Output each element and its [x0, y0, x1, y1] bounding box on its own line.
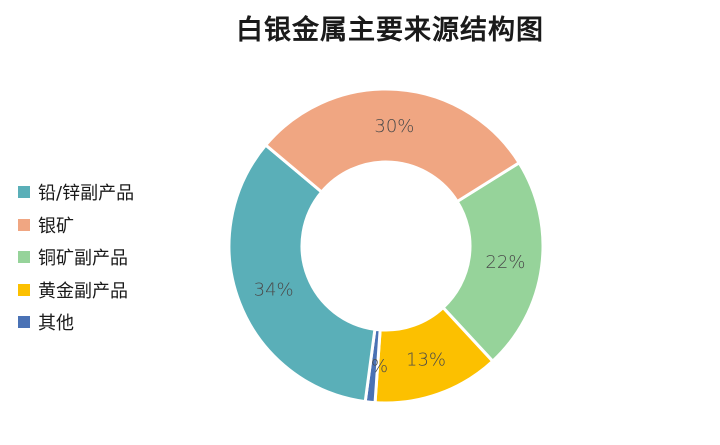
legend-swatch-icon [18, 251, 30, 264]
legend-label: 铜矿副产品 [38, 248, 128, 270]
slice-percent-label: 22% [485, 252, 525, 273]
legend-item-lead-zinc[interactable]: 铅/锌副产品 [18, 176, 134, 209]
legend-item-silver-mine[interactable]: 银矿 [18, 209, 134, 242]
slice-percent-label: 30% [374, 116, 414, 137]
legend-swatch-icon [18, 283, 30, 296]
legend-swatch-icon [18, 316, 30, 329]
legend: 铅/锌副产品 银矿 铜矿副产品 黄金副产品 其他 [18, 176, 134, 339]
slice-copper[interactable] [440, 160, 545, 364]
slice-lead-zinc[interactable] [227, 142, 377, 404]
legend-label: 其他 [38, 313, 74, 335]
legend-item-other[interactable]: 其他 [18, 306, 134, 339]
legend-item-gold[interactable]: 黄金副产品 [18, 274, 134, 307]
slice-silver-mine[interactable] [263, 87, 522, 204]
legend-item-copper[interactable]: 铜矿副产品 [18, 241, 134, 274]
chart-title: 白银金属主要来源结构图 [236, 15, 544, 46]
legend-swatch-icon [18, 186, 30, 199]
legend-label: 铅/锌副产品 [38, 183, 135, 205]
slice-percent-label: 13% [406, 350, 446, 371]
legend-swatch-icon [18, 218, 30, 231]
slice-percent-label: 34% [254, 280, 294, 301]
legend-label: 黄金副产品 [38, 280, 128, 302]
legend-label: 银矿 [38, 215, 74, 237]
